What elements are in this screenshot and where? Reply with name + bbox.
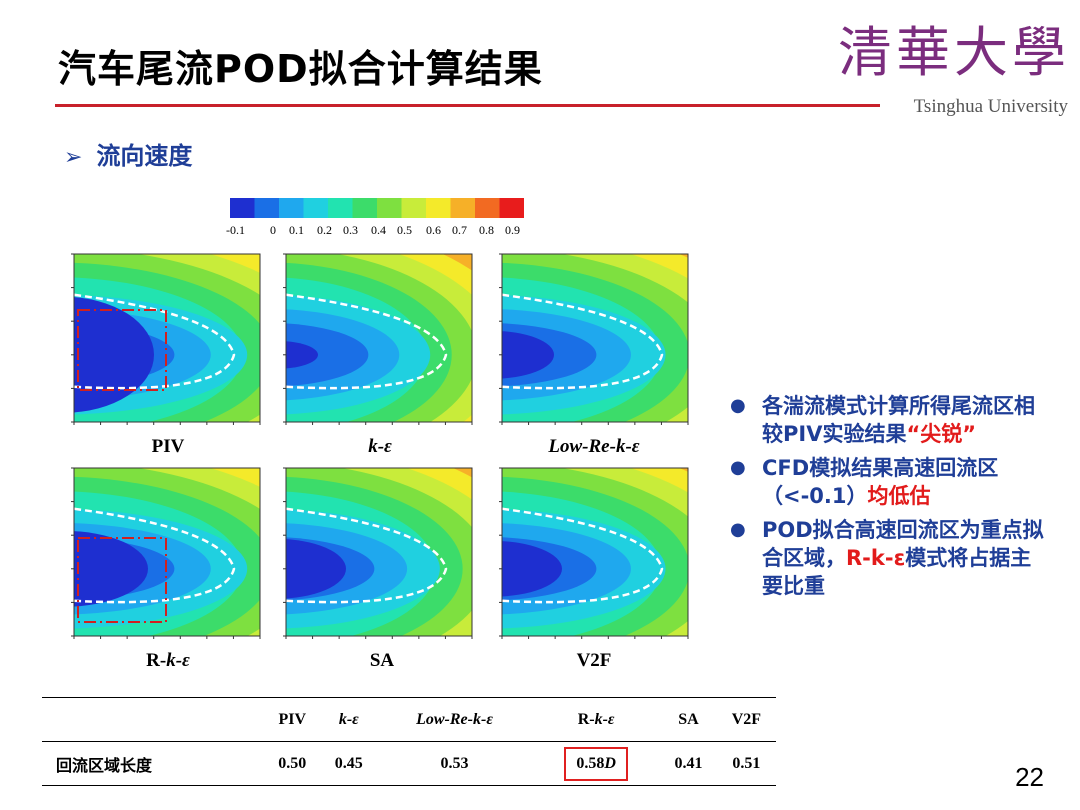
colorbar-swatch — [377, 198, 402, 218]
colorbar-tick-label: 0.5 — [397, 223, 412, 237]
colorbar-swatch — [254, 198, 280, 218]
title-divider — [55, 104, 880, 107]
colorbar-tick-label: 0.8 — [479, 223, 494, 237]
table-cell: 0.41 — [674, 754, 703, 772]
contour-plot — [283, 467, 473, 639]
table-cell: 0.50 — [278, 754, 307, 772]
plot-label: SA — [369, 650, 395, 671]
colorbar-swatch — [499, 198, 524, 218]
colorbar-tick-label: 0.2 — [317, 223, 332, 237]
colorbar-swatch — [450, 198, 476, 218]
page-number: 22 — [1015, 762, 1044, 792]
table-cell: 0.51 — [732, 754, 761, 772]
table-row: 回流区域长度 0.50 0.45 0.53 0.58D 0.41 0.51 — [42, 742, 776, 786]
colorbar-tick-label: 0.4 — [371, 223, 386, 237]
table-header-cell — [42, 698, 264, 742]
colorbar-swatch — [426, 198, 451, 218]
colorbar-tick-label: 0 — [270, 223, 276, 237]
recirculation-core — [286, 341, 318, 369]
plot-label: k-ε — [368, 436, 392, 457]
colorbar-tick-label: 0.1 — [289, 223, 304, 237]
colorbar-tick-label: 0.7 — [452, 223, 467, 237]
colorbar-swatch — [475, 198, 500, 218]
recirculation-core — [502, 541, 562, 597]
arrow-bullet-icon: ➢ — [64, 145, 83, 170]
colorbar-tick-label: 0.6 — [426, 223, 441, 237]
colorbar-swatch — [230, 198, 255, 218]
contour-plot — [499, 467, 689, 639]
highlight-box — [77, 309, 167, 391]
separation-line — [502, 293, 664, 390]
colorbar-swatch — [352, 198, 378, 218]
plot-label: Low-Re-k-ε — [548, 436, 640, 457]
recirculation-core — [74, 531, 148, 607]
colorbar-swatch — [279, 198, 304, 218]
table-cell: 0.45 — [334, 754, 363, 772]
table-header-cell: V2F — [731, 710, 762, 728]
bullet-dot-icon: ● — [730, 395, 746, 416]
separation-line — [286, 293, 448, 390]
list-item: ● 各湍流模式计算所得尾流区相较PIV实验结果“尖锐” — [730, 394, 1035, 446]
plot-frame — [285, 467, 473, 637]
section-title: 流向速度 — [96, 142, 193, 170]
plot-frame — [501, 467, 689, 637]
plot-label: V2F — [576, 650, 612, 671]
contour-band — [286, 323, 369, 387]
colorbar — [230, 198, 524, 218]
plot-label: R-k-ε — [146, 650, 190, 671]
table-header-cell: Low-Re-k-ε — [416, 710, 493, 728]
colorbar-swatch — [401, 198, 427, 218]
separation-line — [502, 507, 664, 604]
bullet-dot-icon: ● — [730, 519, 746, 540]
recirculation-core — [502, 331, 554, 379]
list-item: ● POD拟合高速回流区为重点拟合区域，R-k-ε模式将占据主要比重 — [730, 518, 1044, 598]
section-heading: ➢ 流向速度 — [64, 136, 192, 171]
contour-plot — [71, 467, 261, 639]
table-header-row: PIV k-ε Low-Re-k-ε R-k-ε SA V2F — [42, 697, 776, 742]
list-item: ● CFD模拟结果高速回流区（<-0.1）均低估 — [730, 456, 999, 508]
contour-plot — [71, 253, 261, 425]
university-name: Tsinghua University — [913, 96, 1068, 117]
plot-frame — [73, 467, 261, 637]
colorbar-swatch — [303, 198, 329, 218]
university-logo: 清華大學 — [838, 21, 1070, 84]
contour-plot — [499, 253, 689, 425]
table-header-cell: PIV — [278, 710, 307, 728]
table-header-cell: SA — [678, 710, 699, 728]
separation-line — [74, 507, 236, 604]
table-header-cell: R-k-ε — [577, 710, 615, 728]
recirculation-core — [74, 297, 154, 413]
contour-plot — [283, 253, 473, 425]
plot-frame — [73, 253, 261, 423]
results-table: PIV k-ε Low-Re-k-ε R-k-ε SA V2F 回流区域长度 0.50 0.4… — [42, 697, 776, 786]
table-cell: 0.53 — [440, 754, 469, 772]
bullet-dot-icon: ● — [730, 457, 746, 478]
colorbar-tick-label: 0.3 — [343, 223, 358, 237]
plot-frame — [285, 253, 473, 423]
highlight-box — [77, 537, 167, 623]
page-title: 汽车尾流POD拟合计算结果 — [58, 47, 543, 91]
table-header-cell: k-ε — [338, 710, 359, 728]
recirculation-core — [286, 539, 346, 599]
bullet-list: ● 各湍流模式计算所得尾流区相较PIV实验结果“尖锐” ● CFD模拟结果高速回流区（… — [730, 392, 1050, 606]
colorbar-tick-label: -0.1 — [226, 223, 245, 237]
highlighted-value: 0.58D — [564, 746, 628, 781]
table-row-header: 回流区域长度 — [56, 755, 153, 775]
separation-line — [286, 507, 448, 604]
plot-frame — [501, 253, 689, 423]
table-cell: 0.58D — [532, 742, 660, 786]
plot-label: PIV — [151, 436, 185, 457]
colorbar-tick-label: 0.9 — [505, 223, 520, 237]
colorbar-swatch — [328, 198, 353, 218]
